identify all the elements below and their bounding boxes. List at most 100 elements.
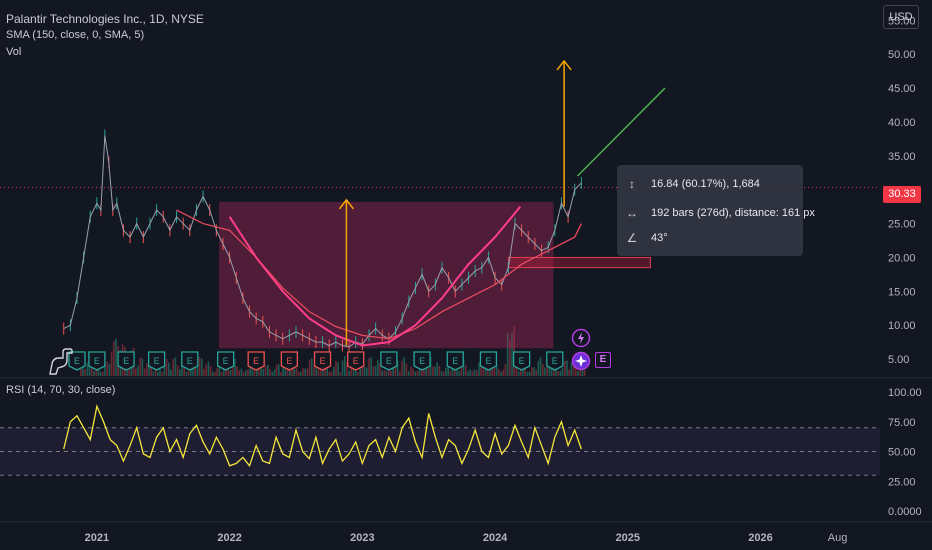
volume-bar [544, 367, 546, 376]
volume-bar [506, 332, 509, 376]
volume-bar [198, 356, 201, 376]
volume-bar [91, 361, 93, 376]
price-tick-label: 50.00 [888, 49, 916, 61]
volume-bar [383, 370, 386, 376]
volume-bar [86, 362, 89, 376]
volume-bar [370, 357, 372, 376]
volume-bar [176, 365, 179, 376]
price-tick-label: 10.00 [888, 320, 916, 332]
rsi-legend[interactable]: RSI (14, 70, 30, close) [6, 384, 116, 396]
volume-bar [324, 368, 326, 376]
volume-bar [289, 370, 291, 376]
volume-bar [526, 371, 529, 376]
volume-bar [471, 371, 474, 376]
volume-bar [416, 371, 419, 376]
volume-bar [249, 362, 251, 376]
currency-button[interactable]: USD [883, 5, 919, 29]
volume-bar [467, 371, 469, 376]
volume-bar [531, 367, 533, 376]
volume-bar [583, 369, 586, 376]
volume-bar [271, 371, 273, 376]
volume-bar [322, 369, 324, 376]
volume-bar [401, 360, 403, 376]
volume-bar [97, 367, 100, 376]
volume-bar [559, 370, 562, 376]
earnings-marker [117, 351, 135, 371]
volume-bar [443, 371, 445, 376]
volume-bar [84, 369, 86, 376]
volume-bar [236, 366, 238, 376]
earnings-marker [147, 351, 166, 371]
flash-icon[interactable] [571, 328, 591, 348]
angle-icon: ∠ [626, 231, 638, 245]
date-range-icon: ↔ [626, 206, 638, 220]
volume-bar [482, 364, 485, 376]
volume-bar [491, 367, 493, 376]
volume-bar [137, 365, 139, 376]
earnings-marker [88, 351, 106, 371]
trend-line [576, 87, 666, 177]
price-range-icon: ↕ [629, 177, 635, 191]
volume-bar [366, 367, 368, 376]
volume-bar [161, 371, 163, 376]
volume-bar [581, 365, 584, 376]
volume-bar [566, 360, 568, 376]
volume-bar [139, 357, 141, 376]
sparkle-icon[interactable] [571, 351, 591, 371]
volume-bar [473, 369, 476, 376]
volume-bar [436, 362, 438, 376]
earnings-upcoming-marker[interactable]: E [595, 352, 611, 368]
volume-legend[interactable]: Vol [6, 46, 22, 58]
time-tick-label: Aug [828, 532, 848, 544]
volume-bar [577, 371, 579, 376]
earnings-marker [347, 351, 365, 371]
measure-angle: 43° [651, 232, 668, 244]
volume-bar [346, 362, 348, 376]
volume-bar [179, 369, 181, 376]
volume-bar [524, 367, 526, 376]
volume-bar [405, 363, 408, 376]
volume-bar [381, 370, 383, 376]
volume-bar [493, 367, 496, 376]
volume-bar [517, 371, 520, 376]
volume-bar [363, 366, 366, 376]
volume-bar [99, 371, 102, 376]
sma-line [176, 209, 582, 340]
volume-bar [579, 365, 581, 376]
volume-bar [183, 368, 185, 376]
volume-bar [165, 358, 168, 376]
earnings-marker-label: E [123, 356, 129, 366]
volume-bar [476, 370, 478, 376]
time-tick-label: 2026 [748, 532, 772, 544]
volume-bar [500, 371, 502, 376]
volume-bar [357, 371, 359, 376]
volume-bar [146, 363, 148, 376]
volume-bar [163, 364, 166, 376]
volume-bar [480, 358, 482, 376]
measure-tooltip: ↕ 16.84 (60.17%), 1,684 ↔ 192 bars (276d… [617, 165, 815, 256]
target-arrow-head [338, 198, 355, 210]
volume-bar [553, 369, 555, 376]
earnings-marker-label: E [386, 356, 392, 366]
volume-bar [484, 367, 487, 376]
volume-bar [207, 361, 210, 376]
sma-legend[interactable]: SMA (150, close, 0, SMA, 5) [6, 29, 145, 41]
volume-bar [106, 361, 108, 376]
dinosaur-icon[interactable] [44, 348, 74, 376]
volume-bar [504, 364, 507, 376]
volume-bar [93, 371, 95, 376]
volume-bar [174, 357, 177, 376]
earnings-marker-label: E [223, 356, 229, 366]
earnings-marker-label: E [94, 356, 100, 366]
volume-bar [152, 371, 155, 376]
volume-bar [337, 362, 339, 376]
volume-bar [539, 357, 542, 376]
volume-bar [194, 367, 196, 376]
volume-bar [278, 364, 280, 376]
volume-bar [231, 359, 234, 376]
volume-bar [429, 357, 432, 376]
volume-bar [392, 365, 394, 376]
volume-bar [201, 358, 203, 376]
earnings-marker-label: E [353, 356, 359, 366]
